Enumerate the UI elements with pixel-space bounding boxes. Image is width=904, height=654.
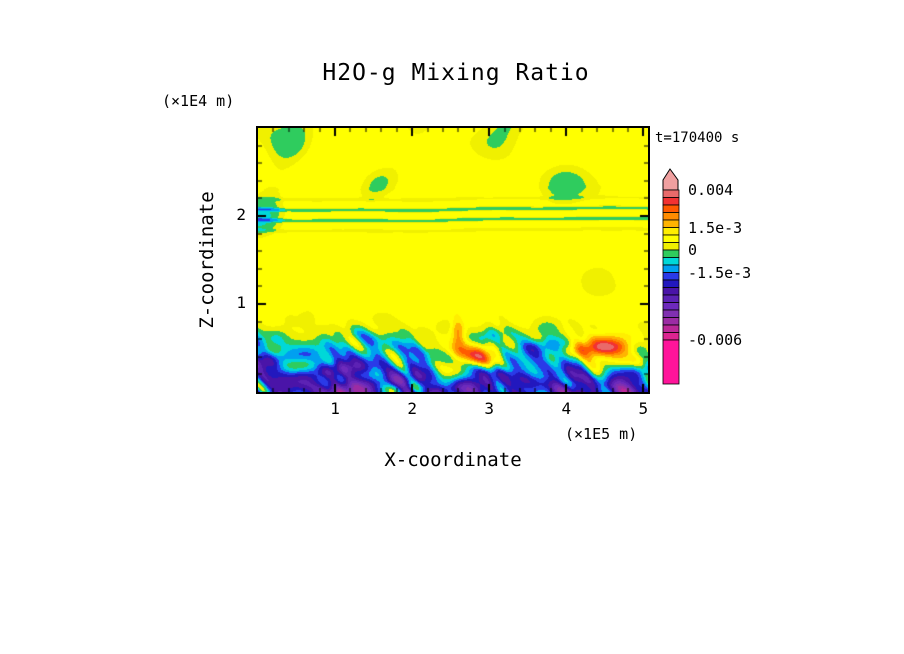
- colorbar-segment: [662, 332, 680, 341]
- colorbar-segment: [662, 227, 680, 236]
- x-tick-label: 1: [330, 399, 340, 418]
- chart-title: H2O-g Mixing Ratio: [322, 60, 590, 86]
- contour-plot-canvas: [256, 126, 650, 394]
- y-axis-unit: (×1E4 m): [162, 92, 235, 110]
- x-tick-label: 4: [561, 399, 572, 418]
- colorbar-segment: [662, 197, 680, 206]
- colorbar: [662, 168, 680, 392]
- colorbar-segment: [662, 204, 680, 213]
- y-tick-label: 2: [236, 205, 246, 224]
- colorbar-segment: [662, 302, 680, 311]
- x-tick-label: 3: [484, 399, 495, 418]
- x-tick-label: 2: [407, 399, 417, 418]
- colorbar-segment: [662, 249, 680, 258]
- colorbar-label: -0.006: [688, 331, 743, 349]
- colorbar-label: 0: [688, 241, 698, 259]
- colorbar-arrow: [662, 168, 679, 191]
- colorbar-segment: [662, 264, 680, 273]
- colorbar-label: 1.5e-3: [688, 218, 743, 237]
- colorbar-segment: [662, 219, 680, 228]
- colorbar-segment: [662, 272, 680, 281]
- time-annotation: t=170400 s: [655, 130, 740, 146]
- colorbar-segment: [662, 279, 680, 288]
- colorbar-label: 0.004: [688, 181, 734, 199]
- y-tick-label: 1: [236, 293, 246, 312]
- colorbar-segment: [662, 189, 680, 198]
- colorbar-segment: [662, 212, 680, 221]
- colorbar-segment: [662, 234, 680, 243]
- colorbar-segment: [662, 257, 680, 266]
- x-axis-unit: (×1E5 m): [565, 425, 638, 443]
- colorbar-segment: [662, 287, 680, 296]
- colorbar-bottom-segment: [662, 339, 680, 385]
- colorbar-segment: [662, 294, 680, 303]
- x-tick-label: 5: [638, 399, 649, 418]
- y-axis-label: Z-coordinate: [196, 191, 218, 329]
- x-axis-label: X-coordinate: [384, 449, 522, 471]
- colorbar-label: -1.5e-3: [688, 263, 752, 282]
- colorbar-segment: [662, 324, 680, 333]
- colorbar-segment: [662, 317, 680, 326]
- colorbar-segment: [662, 242, 680, 251]
- colorbar-segment: [662, 309, 680, 318]
